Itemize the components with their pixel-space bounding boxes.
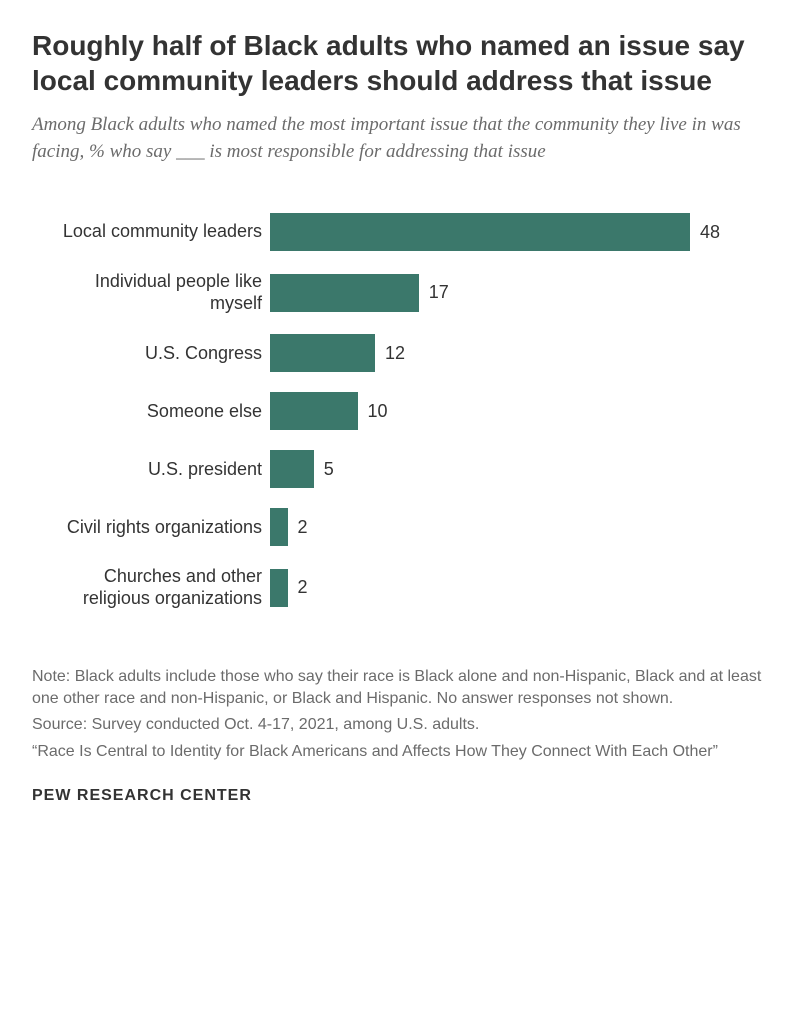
chart-notes: Note: Black adults include those who say… bbox=[32, 666, 776, 764]
bar-area: 5 bbox=[270, 450, 776, 488]
bar-label: U.S. president bbox=[40, 459, 270, 481]
bar-chart: Local community leaders 48 Individual peop… bbox=[32, 213, 776, 609]
bar bbox=[270, 274, 419, 312]
bar bbox=[270, 213, 690, 251]
bar bbox=[270, 392, 358, 430]
bar-label: U.S. Congress bbox=[40, 343, 270, 365]
bar-value: 10 bbox=[368, 401, 388, 422]
bar-area: 10 bbox=[270, 392, 776, 430]
chart-subtitle: Among Black adults who named the most im… bbox=[32, 112, 776, 165]
bar-row: Someone else 10 bbox=[40, 392, 776, 430]
bar-area: 12 bbox=[270, 334, 776, 372]
bar-label: Churches and other religious organizatio… bbox=[40, 566, 270, 609]
source-attribution: PEW RESEARCH CENTER bbox=[32, 787, 776, 805]
bar-row: Individual people like myself 17 bbox=[40, 271, 776, 314]
note-line: “Race Is Central to Identity for Black A… bbox=[32, 741, 776, 763]
bar-area: 2 bbox=[270, 508, 776, 546]
bar-label: Individual people like myself bbox=[40, 271, 270, 314]
bar bbox=[270, 334, 375, 372]
note-line: Source: Survey conducted Oct. 4-17, 2021… bbox=[32, 714, 776, 736]
bar-row: U.S. president 5 bbox=[40, 450, 776, 488]
bar-value: 48 bbox=[700, 222, 720, 243]
chart-title: Roughly half of Black adults who named a… bbox=[32, 28, 776, 98]
bar bbox=[270, 450, 314, 488]
bar-row: U.S. Congress 12 bbox=[40, 334, 776, 372]
bar-row: Civil rights organizations 2 bbox=[40, 508, 776, 546]
note-line: Note: Black adults include those who say… bbox=[32, 666, 776, 711]
bar-value: 17 bbox=[429, 282, 449, 303]
bar-label: Someone else bbox=[40, 401, 270, 423]
bar-value: 12 bbox=[385, 343, 405, 364]
bar-value: 2 bbox=[298, 517, 308, 538]
bar bbox=[270, 569, 288, 607]
bar-area: 17 bbox=[270, 274, 776, 312]
bar-value: 5 bbox=[324, 459, 334, 480]
bar-row: Churches and other religious organizatio… bbox=[40, 566, 776, 609]
bar-row: Local community leaders 48 bbox=[40, 213, 776, 251]
bar bbox=[270, 508, 288, 546]
bar-label: Civil rights organizations bbox=[40, 517, 270, 539]
bar-area: 48 bbox=[270, 213, 776, 251]
bar-area: 2 bbox=[270, 569, 776, 607]
bar-label: Local community leaders bbox=[40, 221, 270, 243]
bar-value: 2 bbox=[298, 577, 308, 598]
